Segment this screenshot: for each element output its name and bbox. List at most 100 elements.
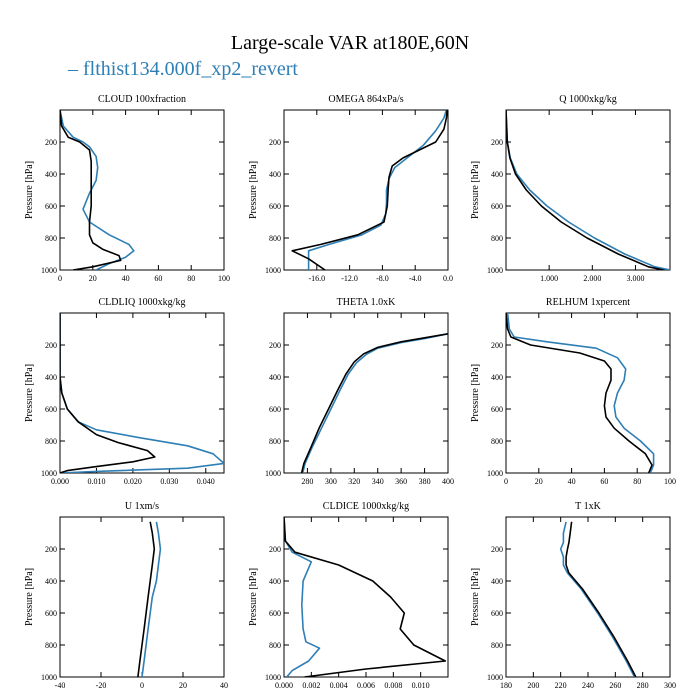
y-tick-label: 800	[45, 437, 57, 446]
plot-frame	[505, 312, 671, 474]
x-tick-label: 280	[301, 477, 313, 486]
y-tick-label: 800	[269, 234, 281, 243]
x-tick-label: 0.000	[51, 477, 69, 486]
x-tick-label: -4.0	[409, 274, 422, 283]
legend: – flthist134.000f_xp2_revert	[68, 58, 298, 80]
y-tick-label: 1000	[265, 266, 281, 275]
panel-cldice: CLDICE 1000xkg/kg Pressure [hPa] 200 400 600…	[248, 501, 449, 690]
panel-title: RELHUM 1xpercent	[546, 297, 630, 308]
y-tick-label: 800	[45, 234, 57, 243]
x-tick-label: 0.006	[357, 681, 375, 690]
x-tick-label: 220	[555, 681, 567, 690]
y-tick-label: 800	[491, 437, 503, 446]
y-tick-label: 600	[491, 405, 503, 414]
x-tick-label: 80	[187, 274, 195, 283]
y-tick-label: 600	[45, 405, 57, 414]
panel-title: T 1xK	[575, 501, 601, 512]
x-tick-label: 400	[442, 477, 454, 486]
x-tick-label: 60	[154, 274, 162, 283]
panel-title: OMEGA 864xPa/s	[328, 94, 403, 105]
y-tick-label: 800	[491, 234, 503, 243]
series-line-new	[559, 521, 636, 677]
x-tick-label: -8.0	[376, 274, 389, 283]
x-tick-label: 300	[664, 681, 676, 690]
x-tick-label: 0.010	[412, 681, 430, 690]
y-axis-label: Pressure [hPa]	[248, 161, 259, 219]
y-axis-label: Pressure [hPa]	[24, 568, 35, 626]
panel-theta: THETA 1.0xK 200 400 600 800 1000 280 300 320 340 3…	[265, 297, 454, 486]
y-tick-label: 400	[45, 170, 57, 179]
y-axis-label: Pressure [hPa]	[470, 364, 481, 422]
y-axis-label: Pressure [hPa]	[248, 568, 259, 626]
y-tick-label: 1000	[487, 469, 503, 478]
x-tick-label: 100	[218, 274, 230, 283]
y-tick-label: 200	[491, 545, 503, 554]
y-tick-label: 600	[269, 202, 281, 211]
plot-frame	[59, 312, 225, 474]
y-tick-label: 1000	[265, 469, 281, 478]
y-tick-label: 200	[491, 341, 503, 350]
y-tick-label: 600	[269, 609, 281, 618]
panel-omega: OMEGA 864xPa/s Pressure [hPa] 200 400 600 800…	[248, 94, 453, 283]
plot-frame	[283, 516, 449, 678]
y-tick-label: 400	[269, 577, 281, 586]
y-axis-label: Pressure [hPa]	[24, 364, 35, 422]
x-tick-label: 80	[633, 477, 641, 486]
series-line-control	[506, 313, 653, 473]
x-tick-label: 300	[325, 477, 337, 486]
y-tick-label: 600	[269, 405, 281, 414]
y-tick-label: 200	[269, 341, 281, 350]
y-tick-label: 400	[269, 170, 281, 179]
x-tick-label: 0.0	[443, 274, 453, 283]
x-tick-label: 60	[600, 477, 608, 486]
y-tick-label: 1000	[41, 469, 57, 478]
x-tick-label: 200	[527, 681, 539, 690]
x-tick-label: 0.004	[330, 681, 348, 690]
panel-q: Q 1000xkg/kg Pressure [hPa] 200 400 600 800 10…	[470, 94, 671, 283]
y-axis-label: Pressure [hPa]	[24, 161, 35, 219]
panel-title: U 1xm/s	[125, 501, 159, 512]
y-tick-label: 200	[269, 545, 281, 554]
x-tick-label: 20	[179, 681, 187, 690]
x-tick-label: 280	[637, 681, 649, 690]
y-tick-label: 200	[491, 138, 503, 147]
x-tick-label: 180	[500, 681, 512, 690]
x-tick-label: 40	[568, 477, 576, 486]
series-line-control	[565, 521, 637, 677]
x-tick-label: -12.0	[341, 274, 358, 283]
panel-title: CLOUD 100xfraction	[98, 94, 186, 105]
plot-frame	[59, 516, 225, 678]
series-line-new	[141, 521, 162, 677]
y-tick-label: 400	[491, 577, 503, 586]
x-tick-label: 0.000	[275, 681, 293, 690]
y-tick-label: 1000	[265, 673, 281, 682]
x-tick-label: 100	[664, 477, 676, 486]
y-tick-label: 800	[45, 641, 57, 650]
panel-title: Q 1000xkg/kg	[559, 94, 617, 105]
series-line-control	[506, 110, 664, 270]
y-tick-label: 800	[269, 437, 281, 446]
x-tick-label: 0.002	[302, 681, 320, 690]
y-tick-label: 600	[45, 609, 57, 618]
y-tick-label: 400	[45, 373, 57, 382]
x-tick-label: 260	[609, 681, 621, 690]
y-tick-label: 800	[269, 641, 281, 650]
y-tick-label: 200	[45, 341, 57, 350]
x-tick-label: 0	[140, 681, 144, 690]
x-tick-label: 320	[348, 477, 360, 486]
panel-title: THETA 1.0xK	[337, 297, 396, 308]
series-line-control	[60, 313, 156, 473]
y-tick-label: 400	[269, 373, 281, 382]
y-tick-label: 1000	[487, 673, 503, 682]
y-tick-label: 600	[491, 609, 503, 618]
x-tick-label: 1.000	[540, 274, 558, 283]
y-tick-label: 200	[45, 545, 57, 554]
series-line-new	[284, 517, 321, 677]
y-tick-label: 800	[491, 641, 503, 650]
series-line-control	[284, 517, 447, 677]
panel-title: CLDICE 1000xkg/kg	[323, 501, 409, 512]
x-tick-label: 0.010	[87, 477, 105, 486]
